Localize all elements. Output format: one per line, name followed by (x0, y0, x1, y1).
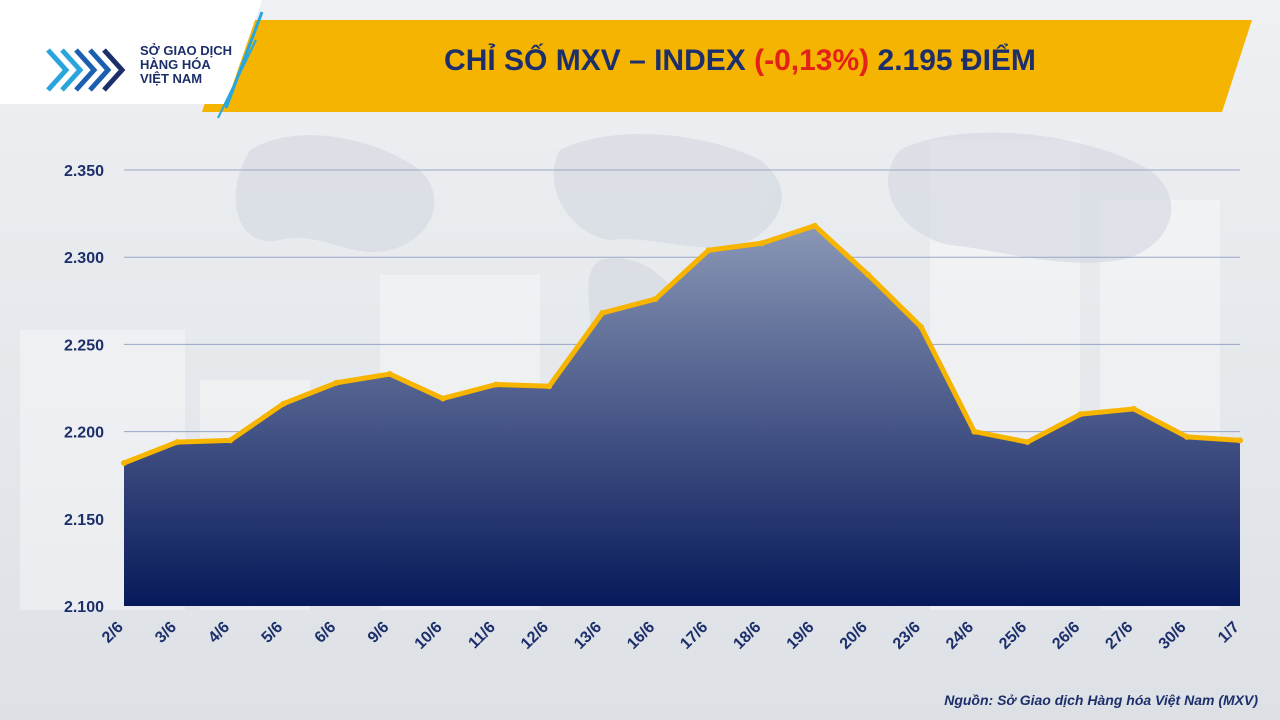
x-tick-label: 12/6 (518, 619, 552, 653)
x-tick-label: 11/6 (465, 619, 498, 652)
data-point-30-6 (1183, 433, 1190, 440)
x-tick-label: 4/6 (205, 619, 233, 647)
x-tick-label: 13/6 (571, 619, 605, 653)
chart-title: CHỈ SỐ MXV – INDEX (-0,13%) 2.195 ĐIỂM (270, 44, 1210, 78)
data-point-20-6 (865, 271, 871, 278)
source-note: Nguồn: Sở Giao dịch Hàng hóa Việt Nam (M… (944, 692, 1258, 708)
y-tick-label: 2.150 (64, 512, 104, 529)
data-point-1-7 (1237, 437, 1243, 444)
x-tick-label: 3/6 (152, 619, 180, 647)
data-point-12-6 (546, 383, 553, 390)
x-tick-label: 16/6 (624, 619, 658, 653)
mxv-logo-icon (46, 48, 126, 92)
data-point-25-6 (1024, 439, 1031, 446)
x-tick-label: 19/6 (784, 619, 818, 653)
x-tick-label: 25/6 (996, 619, 1030, 653)
y-tick-label: 2.100 (64, 599, 104, 616)
x-tick-label: 27/6 (1103, 619, 1137, 653)
data-point-23-6 (918, 323, 925, 330)
data-point-4-6 (227, 437, 234, 444)
data-point-6-6 (333, 379, 340, 386)
x-tick-label: 24/6 (943, 619, 977, 653)
data-point-5-6 (280, 400, 287, 407)
data-point-3-6 (174, 439, 181, 446)
y-tick-label: 2.200 (64, 425, 104, 442)
logo-line-3: VIỆT NAM (140, 71, 203, 86)
data-point-13-6 (599, 310, 606, 317)
y-tick-label: 2.350 (64, 163, 104, 180)
x-tick-label: 5/6 (259, 619, 287, 647)
data-point-2-6 (121, 459, 127, 466)
title-change: (-0,13%) (754, 44, 870, 77)
data-point-10-6 (439, 395, 446, 402)
logo-line-1: SỞ GIAO DỊCH (140, 43, 232, 58)
data-point-16-6 (652, 296, 659, 303)
y-tick-label: 2.300 (64, 250, 104, 267)
index-line (121, 223, 1243, 466)
y-tick-label: 2.250 (64, 337, 104, 354)
x-tick-label: 23/6 (890, 619, 924, 653)
x-tick-label: 10/6 (412, 619, 446, 653)
data-point-18-6 (758, 240, 765, 247)
data-point-27-6 (1130, 405, 1137, 412)
x-tick-label: 20/6 (837, 619, 871, 653)
x-tick-label: 26/6 (1049, 619, 1083, 653)
data-point-24-6 (971, 428, 978, 435)
data-point-17-6 (705, 247, 712, 254)
title-value: 2.195 ĐIỂM (877, 44, 1036, 77)
title-prefix: CHỈ SỐ MXV – INDEX (444, 44, 746, 77)
index-area (124, 225, 1240, 607)
x-tick-label: 30/6 (1156, 619, 1190, 653)
data-point-11-6 (493, 381, 499, 388)
x-tick-label: 17/6 (677, 619, 711, 653)
x-tick-label: 1/7 (1215, 619, 1243, 647)
logo-text: SỞ GIAO DỊCH HÀNG HÓA VIỆT NAM (140, 44, 232, 86)
data-point-19-6 (811, 222, 818, 229)
x-tick-label: 18/6 (731, 619, 765, 653)
header-banner (0, 0, 1252, 119)
x-tick-label: 9/6 (365, 619, 393, 647)
x-tick-label: 6/6 (312, 619, 340, 647)
data-point-9-6 (386, 371, 393, 378)
data-point-26-6 (1077, 411, 1084, 418)
x-tick-label: 2/6 (99, 619, 127, 647)
logo-line-2: HÀNG HÓA (140, 57, 211, 72)
